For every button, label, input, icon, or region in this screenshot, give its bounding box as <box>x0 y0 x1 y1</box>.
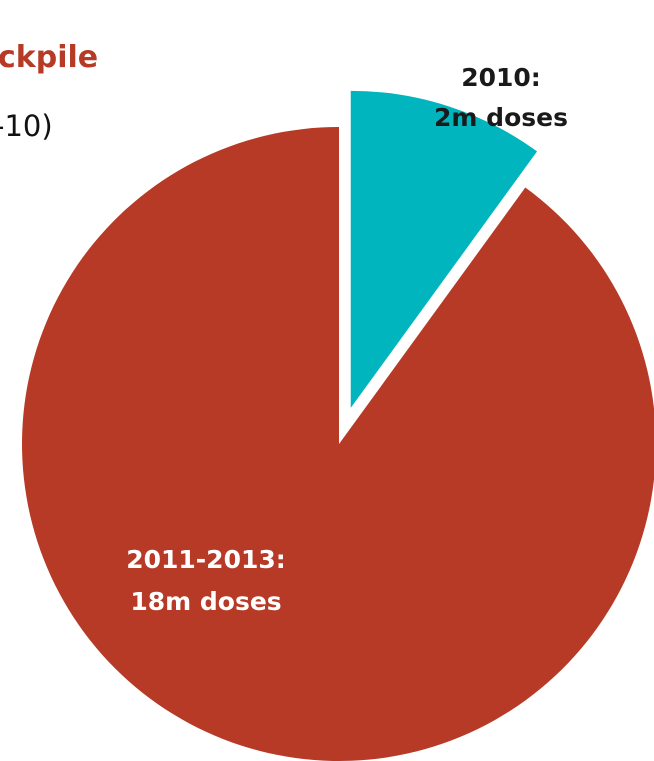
slice-label-2010-year: 2010: <box>461 63 541 92</box>
pie-slice-2010 <box>350 90 538 408</box>
chart-title-fragment: ckpile <box>0 40 99 75</box>
slice-label-2011-2013-value: 18m doses <box>130 587 281 616</box>
slice-label-2010-value: 2m doses <box>434 103 568 132</box>
pie-slice-2011-2013 <box>22 127 654 761</box>
chart-subtitle-fragment: -10) <box>0 109 53 143</box>
slice-label-2011-2013-years: 2011-2013: <box>126 545 286 574</box>
